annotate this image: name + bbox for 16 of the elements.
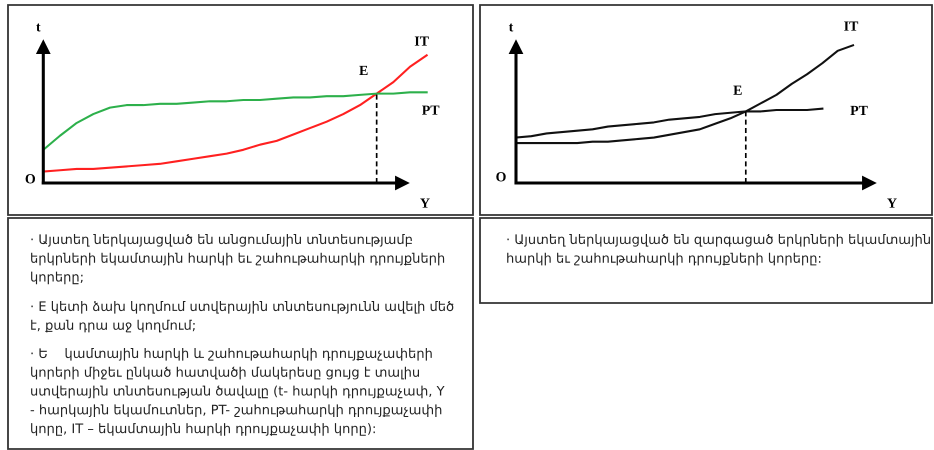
series-label: PT: [422, 106, 440, 115]
y-axis-title: t: [36, 24, 41, 32]
text: · E կետի ձախ կողմում ստվերային տնտեսությունն ավելի մեծ է, քան դրա աջ կողմում;: [31, 301, 454, 332]
annotation: E: [359, 66, 368, 75]
y-axis-title: t: [508, 24, 514, 32]
series-label: IT: [844, 22, 858, 31]
text: · Ե կամտային հարկի և շահութահարկի դրույքաչափերի կորերի միջեւ ընկած հատվածի մակերեսը ցույց է տալիս ստվերային տնտեսության ծավալը (t- հարկի դրույքաչափ, Y - հարկային եկամուտներ, PT- շահութահարկի դրույքաչափի կորը, IT – եկամտային հարկի դրույքաչափի կորը):: [30, 348, 445, 436]
series-label: IT: [414, 36, 429, 46]
annotation: O: [26, 174, 36, 184]
text: · Այստեղ ներկայացված են զարգացած երկրների եկամտային հարկի եւ շահութահարկի դրույքների կորերը:: [507, 234, 930, 266]
x-axis-title: Y: [887, 198, 897, 208]
annotation: E: [733, 86, 742, 95]
text: · Այստեղ ներկայացված են անցումային տնտեսությամբ երկրների եկամտային հարկի եւ շահութահարկի դրույքների կորերը;: [31, 234, 444, 284]
x-axis-title: Y: [420, 198, 430, 208]
text: O: [496, 172, 506, 182]
text: PT: [850, 106, 868, 115]
